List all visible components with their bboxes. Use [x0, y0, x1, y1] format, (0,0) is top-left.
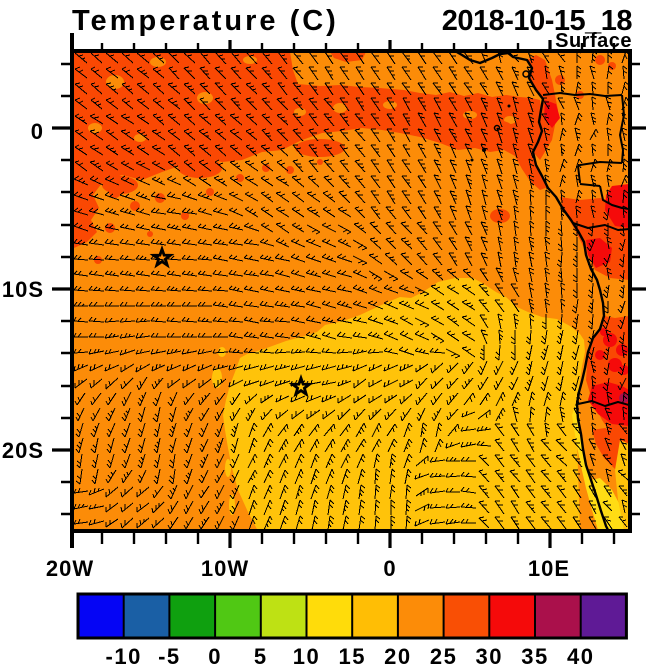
svg-text:20W: 20W — [46, 556, 94, 581]
svg-text:0: 0 — [383, 556, 396, 581]
svg-text:Temperature (C): Temperature (C) — [72, 5, 339, 37]
svg-text:10W: 10W — [201, 556, 249, 581]
svg-text:10S: 10S — [2, 277, 44, 302]
svg-text:10E: 10E — [528, 556, 570, 581]
svg-text:10: 10 — [293, 644, 320, 667]
svg-text:-5: -5 — [158, 644, 181, 667]
svg-text:0: 0 — [31, 119, 44, 144]
svg-text:40: 40 — [567, 644, 594, 667]
svg-text:2018-10-15_18: 2018-10-15_18 — [442, 5, 633, 37]
svg-text:Surface: Surface — [555, 30, 632, 52]
svg-text:5: 5 — [254, 644, 268, 667]
svg-text:0: 0 — [208, 644, 222, 667]
svg-text:-10: -10 — [106, 644, 142, 667]
svg-text:25: 25 — [430, 644, 457, 667]
svg-text:30: 30 — [476, 644, 503, 667]
svg-text:35: 35 — [521, 644, 548, 667]
svg-text:20S: 20S — [2, 438, 44, 463]
svg-text:20: 20 — [384, 644, 411, 667]
svg-text:15: 15 — [338, 644, 365, 667]
